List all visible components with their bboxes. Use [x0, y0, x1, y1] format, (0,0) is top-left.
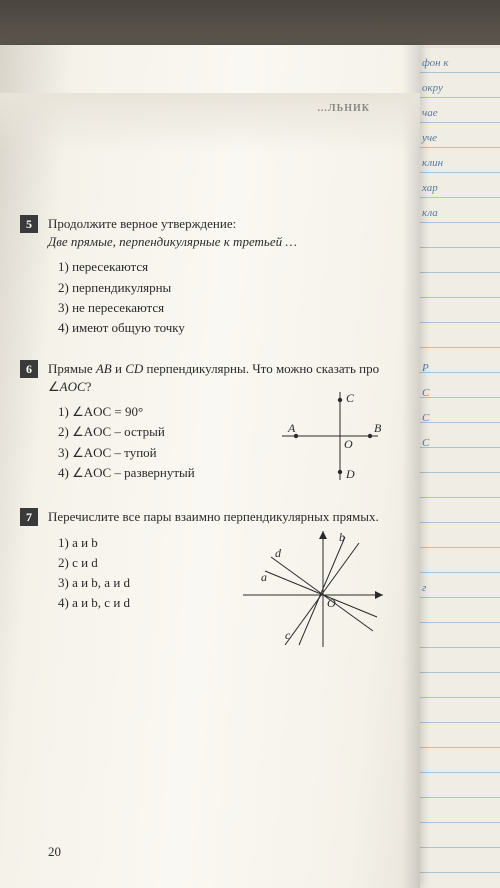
handwriting-line: кла: [422, 201, 496, 226]
textbook-page: …ЛЬНИК 5 Продолжите верное утверждение: …: [0, 45, 420, 888]
handwriting-line: чае: [422, 101, 496, 126]
option: 1) a и b: [58, 533, 130, 553]
desk-surface: [0, 0, 500, 45]
svg-text:C: C: [346, 391, 355, 405]
option: 2) перпендикулярны: [58, 278, 390, 298]
side-letter: С: [422, 431, 496, 456]
handwriting-line: фон к: [422, 51, 496, 76]
svg-text:D: D: [345, 467, 355, 481]
figure-four-lines: b d a c O: [235, 523, 390, 653]
handwriting-line: хар: [422, 176, 496, 201]
prompt-italic: Две прямые, перпендикулярные к третьей …: [48, 234, 297, 249]
header-fragment: …ЛЬНИК: [317, 103, 370, 114]
svg-text:b: b: [339, 530, 345, 544]
problem-options: 1) пересекаются 2) перпендикулярны 3) не…: [48, 257, 390, 338]
option: 4) имеют общую точку: [58, 318, 390, 338]
problem-number-box: 6: [20, 360, 38, 378]
side-letter: С: [422, 381, 496, 406]
handwriting-line: клин: [422, 151, 496, 176]
problem-5: 5 Продолжите верное утверждение: Две пря…: [48, 215, 390, 338]
handwriting-line: уче: [422, 126, 496, 151]
svg-text:A: A: [287, 421, 296, 435]
option: 4) ∠AOC – развернутый: [58, 463, 195, 483]
option: 2) ∠AOC – острый: [58, 422, 195, 442]
option: 1) ∠AOC = 90°: [58, 402, 195, 422]
notebook-paper: фон к окру чае уче клин хар кла Р С С С …: [418, 48, 500, 888]
side-letter: г: [422, 576, 496, 601]
problem-number-box: 7: [20, 508, 38, 526]
svg-text:c: c: [285, 628, 291, 642]
problem-number-box: 5: [20, 215, 38, 233]
problem-6: 6 Прямые AB и CD перпендикулярны. Что мо…: [48, 360, 390, 486]
option: 4) a и b, c и d: [58, 593, 130, 613]
option: 2) c и d: [58, 553, 130, 573]
option: 1) пересекаются: [58, 257, 390, 277]
prompt-text: Продолжите верное утверждение:: [48, 216, 236, 231]
svg-text:O: O: [344, 437, 353, 451]
svg-text:B: B: [374, 421, 382, 435]
svg-text:O: O: [327, 596, 336, 610]
problem-options: 1) a и b 2) c и d 3) a и b, a и d 4) a и…: [48, 533, 130, 614]
figure-perpendicular-lines: A B C D O: [270, 386, 390, 486]
problem-options: 1) ∠AOC = 90° 2) ∠AOC – острый 3) ∠AOC –…: [48, 402, 195, 483]
problem-prompt: Продолжите верное утверждение: Две прямы…: [48, 215, 390, 251]
page-top-shadow: [0, 93, 420, 153]
option: 3) a и b, a и d: [58, 573, 130, 593]
page-number: 20: [48, 844, 61, 860]
side-letter: Р: [422, 356, 496, 381]
side-letter: С: [422, 406, 496, 431]
problem-7: 7 Перечислите все пары взаимно перпендик…: [48, 508, 390, 652]
svg-text:d: d: [275, 546, 282, 560]
svg-text:a: a: [261, 570, 267, 584]
handwriting-line: окру: [422, 76, 496, 101]
option: 3) не пересекаются: [58, 298, 390, 318]
option: 3) ∠AOC – тупой: [58, 443, 195, 463]
